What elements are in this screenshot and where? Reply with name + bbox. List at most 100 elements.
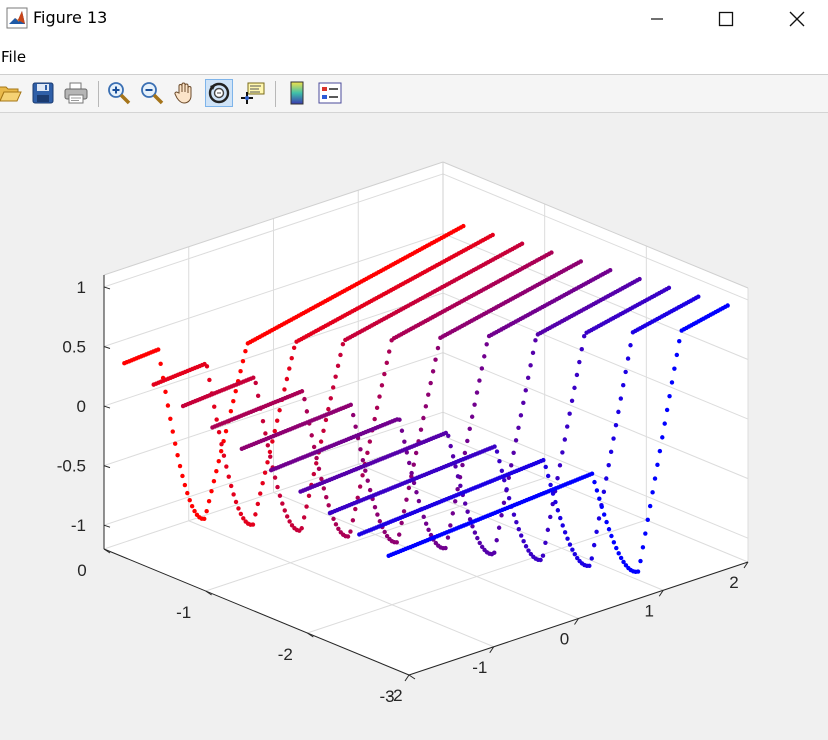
data-point [404, 497, 409, 502]
data-point [450, 454, 456, 459]
open-file-button[interactable] [0, 79, 24, 107]
data-point [550, 491, 556, 496]
data-point [526, 548, 531, 553]
data-point [448, 523, 453, 528]
data-point [406, 485, 412, 491]
close-button[interactable] [774, 0, 820, 38]
pan-button[interactable] [171, 79, 199, 107]
data-point [363, 468, 368, 473]
figure-canvas[interactable]: -2 -1 0 1 2 0 -1 -2 -3 1 0.5 0 -0.5 -1 [0, 113, 828, 735]
data-point [650, 490, 655, 495]
y-tick-label: -2 [278, 645, 293, 664]
data-point [581, 334, 587, 339]
data-point [614, 545, 619, 551]
data-point [418, 427, 424, 432]
data-point [265, 460, 270, 465]
data-cursor-icon [241, 82, 265, 104]
data-point [355, 495, 360, 500]
zoom-out-icon [141, 82, 164, 105]
data-point [545, 473, 551, 479]
menu-file[interactable]: File [1, 48, 27, 66]
data-point [499, 513, 504, 518]
data-point [672, 366, 677, 371]
rotate-3d-button[interactable] [205, 79, 233, 107]
minimize-button[interactable] [634, 0, 680, 38]
insert-colorbar-button[interactable] [283, 79, 311, 107]
data-point [221, 453, 227, 458]
print-button[interactable] [62, 79, 90, 107]
data-point [430, 369, 436, 374]
z-tick-label: 0.5 [62, 337, 86, 356]
wall-grid-line [442, 411, 749, 539]
data-point [282, 387, 287, 392]
x-tick-label: -2 [387, 686, 402, 705]
zoom-in-button[interactable] [105, 79, 133, 107]
z-tick-label: 1 [77, 278, 86, 297]
data-point [606, 462, 611, 468]
x-tick [658, 589, 664, 597]
save-button[interactable] [29, 79, 57, 107]
data-cursor-button[interactable] [239, 79, 267, 107]
data-point [253, 512, 258, 517]
data-point [287, 519, 292, 524]
data-point [211, 478, 217, 484]
y-tick [103, 548, 111, 554]
y-tick-label: 0 [77, 561, 86, 580]
series-points [180, 241, 525, 533]
insert-legend-button[interactable] [316, 79, 344, 107]
data-point [324, 495, 329, 500]
data-point [270, 439, 275, 444]
data-point [589, 471, 595, 476]
data-point [374, 405, 380, 411]
data-point [401, 509, 407, 514]
data-point [284, 514, 290, 519]
data-point [274, 418, 280, 423]
open-file-icon [0, 86, 22, 102]
data-point [399, 428, 405, 433]
data-point [516, 425, 521, 431]
data-point [323, 417, 329, 423]
data-point [509, 463, 514, 468]
data-point [523, 388, 528, 393]
data-point [238, 511, 244, 517]
data-point [494, 449, 500, 454]
data-point [514, 519, 519, 525]
data-point [253, 380, 258, 386]
data-point [409, 470, 414, 476]
data-point [667, 393, 672, 399]
data-point [533, 338, 538, 343]
data-point [277, 493, 283, 498]
data-point [477, 378, 482, 383]
data-point [587, 563, 592, 568]
data-point [218, 448, 224, 454]
data-point [596, 516, 602, 521]
data-point [158, 361, 163, 366]
zoom-in-icon [108, 82, 131, 105]
zoom-out-button[interactable] [138, 79, 166, 107]
data-point [453, 464, 458, 469]
data-point [375, 512, 380, 517]
data-point [328, 396, 333, 401]
data-point [638, 558, 643, 564]
x-tick-label: 1 [645, 601, 654, 620]
data-point [492, 444, 497, 449]
data-point [350, 518, 356, 523]
data-point [382, 529, 387, 535]
data-point [601, 512, 607, 517]
data-point [450, 511, 455, 516]
data-point [428, 380, 433, 386]
maximize-button[interactable] [703, 0, 749, 38]
data-point [255, 393, 261, 399]
box-edge [442, 161, 749, 289]
data-point [666, 285, 672, 291]
z-tick [103, 465, 111, 469]
data-point [394, 540, 399, 545]
data-point [175, 453, 180, 458]
data-point [567, 411, 572, 416]
data-point [163, 389, 168, 395]
data-point [333, 374, 338, 379]
data-point [321, 486, 327, 491]
data-point [518, 413, 524, 418]
data-point [263, 431, 268, 436]
